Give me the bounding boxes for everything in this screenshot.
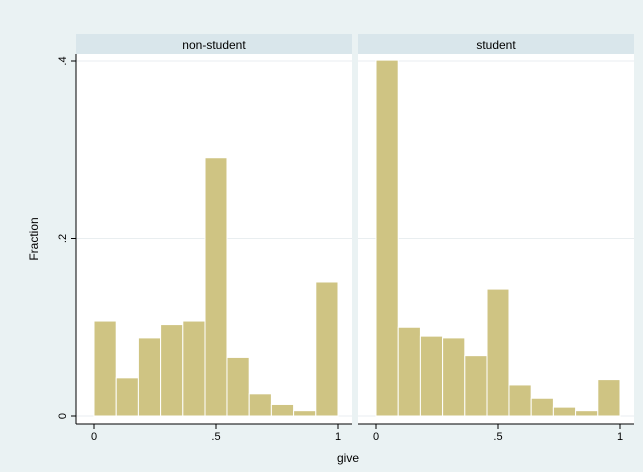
x-axis-title: give	[337, 451, 359, 465]
bar-non-student-5	[204, 157, 228, 417]
bar-student-3	[442, 337, 466, 417]
y-tick-label-0: 0	[57, 413, 69, 419]
bar-student-9	[575, 410, 599, 417]
bar-student-10	[597, 379, 621, 417]
panel-non-student-strip	[76, 34, 352, 54]
bar-student-4	[464, 355, 488, 417]
x-tick-label-non-student-1: .5	[211, 431, 220, 443]
bar-student-8	[552, 406, 577, 417]
x-tick-label-student-1: .5	[493, 431, 502, 443]
bar-non-student-4	[182, 320, 206, 417]
x-tick-label-student-2: 1	[617, 431, 623, 443]
bar-student-1	[397, 326, 421, 417]
y-axis-title: Fraction	[27, 217, 41, 260]
y-tick-label-2: .4	[57, 56, 69, 65]
bar-non-student-6	[226, 356, 250, 417]
x-tick-label-non-student-0: 0	[91, 431, 97, 443]
panel-non-student-strip-label: non-student	[182, 38, 246, 52]
bar-non-student-10	[315, 281, 339, 417]
panel-student-strip	[358, 34, 634, 54]
bar-student-2	[419, 335, 444, 417]
bar-student-5	[486, 288, 510, 417]
y-tick-label-1: .2	[57, 234, 69, 243]
x-tick-label-student-0: 0	[373, 431, 379, 443]
bar-student-6	[508, 384, 532, 417]
panel-student-strip-label: student	[476, 38, 516, 52]
bar-non-student-9	[293, 410, 317, 417]
bar-non-student-1	[115, 377, 139, 417]
bar-student-0	[375, 59, 399, 417]
x-tick-label-non-student-2: 1	[335, 431, 341, 443]
bar-non-student-2	[137, 337, 162, 417]
bar-non-student-7	[248, 393, 272, 417]
bar-non-student-8	[270, 403, 295, 417]
bar-non-student-3	[160, 324, 184, 417]
bar-student-7	[530, 397, 554, 417]
bar-non-student-0	[93, 320, 117, 417]
